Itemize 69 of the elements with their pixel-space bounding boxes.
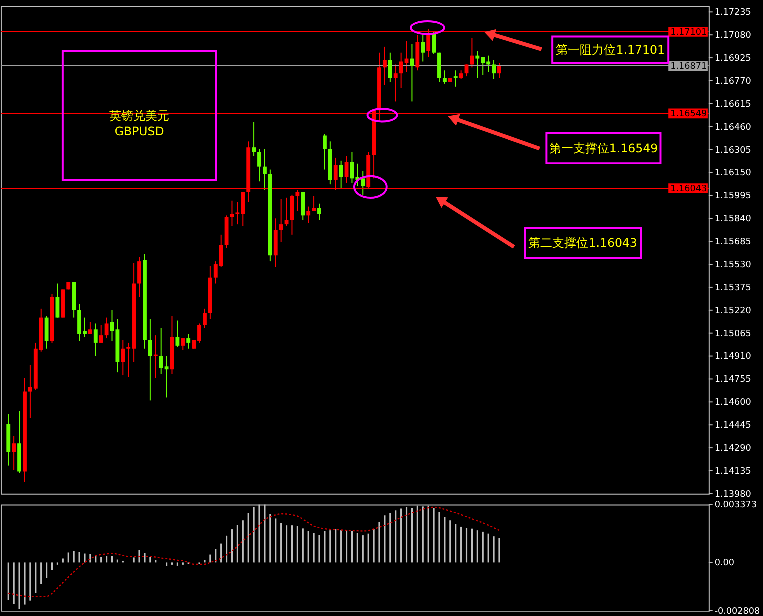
candlestick — [454, 70, 458, 88]
candlestick — [44, 316, 49, 350]
candlestick — [279, 198, 284, 243]
y-tick-label: 1.15685 — [714, 238, 752, 248]
candlestick — [203, 308, 207, 329]
y-tick-label: 1.14445 — [714, 421, 752, 432]
candlestick — [94, 323, 98, 357]
ref-line-label: 1.16871 — [670, 62, 708, 72]
candlestick — [394, 64, 398, 102]
line-series — [8, 506, 500, 598]
y-tick-label: 1.15840 — [714, 214, 752, 225]
y-tick-label: 1.15530 — [714, 260, 752, 270]
y-tick-label: 1.14755 — [714, 375, 752, 386]
y-tick-label: 0.00 — [714, 558, 735, 569]
candlestick — [421, 33, 426, 62]
candlestick — [492, 60, 496, 80]
candlestick — [181, 338, 186, 351]
ref-line-label: 1.16043 — [670, 184, 708, 195]
y-tick-label: 1.16305 — [714, 146, 752, 156]
candlestick — [306, 206, 311, 224]
y-tick-label: 1.16150 — [714, 168, 752, 179]
candlestick — [154, 335, 158, 379]
candlestick — [252, 122, 256, 157]
candlestick — [186, 334, 191, 350]
y-tick-label: 1.15995 — [714, 192, 752, 202]
annotation: 第一阻力位1.17101 — [556, 42, 665, 57]
y-tick-label: 1.16615 — [714, 100, 752, 110]
y-tick-label: 1.14600 — [714, 398, 752, 408]
candlestick — [99, 324, 104, 344]
y-tick-label: 1.14290 — [714, 444, 752, 454]
candlestick — [262, 148, 267, 192]
candlestick — [382, 46, 387, 86]
candlestick — [361, 170, 366, 196]
candlestick — [12, 436, 16, 471]
annotation: 第一支撑位1.16549 — [549, 141, 658, 156]
candlestick — [339, 160, 344, 190]
annotation: 第二支撑位1.16043 — [528, 236, 638, 250]
y-tick-label: 1.14910 — [714, 352, 752, 362]
y-tick-label: 1.16770 — [714, 76, 752, 87]
y-tick-label: 1.15065 — [714, 329, 752, 340]
y-tick-label: 1.14135 — [714, 466, 752, 477]
y-tick-label: 0.003373 — [714, 500, 757, 511]
candlestick — [442, 70, 447, 84]
candlestick — [464, 64, 469, 78]
candlestick — [432, 32, 436, 55]
y-tick-label: 1.15375 — [714, 283, 752, 294]
candlestick — [322, 134, 327, 170]
candlestick — [318, 203, 322, 221]
y-tick-label: 1.17080 — [714, 31, 752, 42]
y-tick-label: 1.16925 — [714, 54, 752, 64]
candlestick — [284, 197, 289, 227]
candlestick — [138, 256, 142, 298]
candlestick — [498, 62, 502, 79]
candlestick — [104, 317, 109, 340]
candlestick — [258, 148, 262, 182]
ref-line-label: 1.17101 — [670, 28, 708, 38]
y-tick-label: 1.15220 — [714, 306, 752, 316]
candlestick — [56, 283, 60, 318]
candlestick — [121, 340, 126, 376]
candlestick — [301, 192, 306, 221]
y-tick-label: 1.17235 — [714, 8, 752, 18]
candlestick — [148, 318, 152, 402]
y-tick-label: -0.002808 — [714, 606, 761, 616]
candlestick — [388, 52, 392, 83]
candlestick — [470, 38, 474, 68]
y-tick-label: 1.13980 — [714, 490, 752, 500]
y-tick-label: 1.16460 — [714, 122, 752, 133]
candlestick — [176, 320, 180, 348]
ref-line-label: 1.16549 — [670, 110, 708, 120]
